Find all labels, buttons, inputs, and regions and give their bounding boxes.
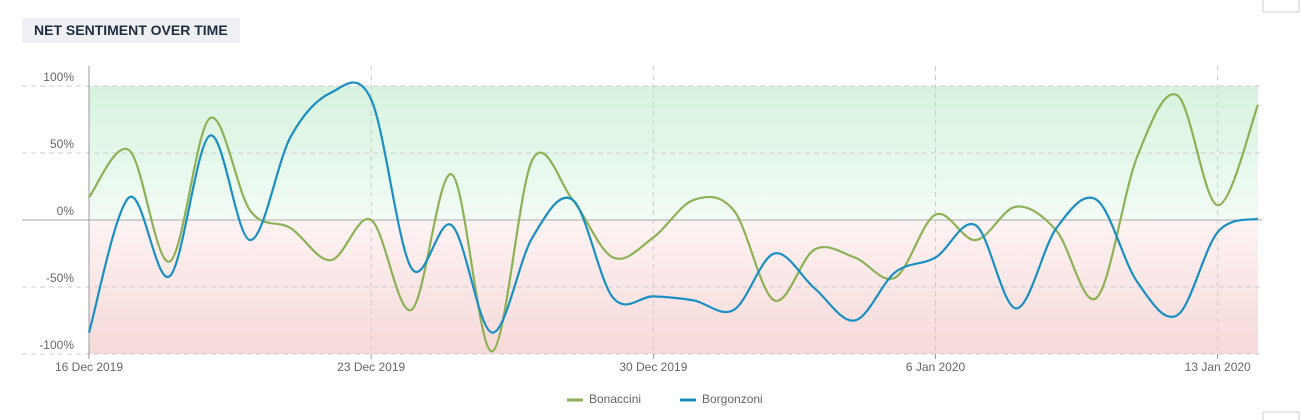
x-tick-label: 16 Dec 2019 (55, 360, 123, 374)
y-tick-label: -50% (46, 271, 74, 285)
x-tick-label: 23 Dec 2019 (337, 360, 405, 374)
legend-label: Borgonzoni (702, 392, 763, 406)
y-tick-label: -100% (39, 338, 74, 352)
series-line (87, 81, 1259, 334)
chart-title: NET SENTIMENT OVER TIME (22, 18, 240, 43)
series-line (88, 93, 1260, 353)
y-tick-label: 0% (57, 204, 75, 218)
corner-box (1262, 411, 1300, 420)
legend-label: Bonaccini (589, 392, 641, 406)
x-tick-label: 13 Jan 2020 (1185, 360, 1251, 374)
y-tick-label: 100% (43, 70, 74, 84)
x-tick-label: 6 Jan 2020 (906, 360, 966, 374)
y-tick-label: 50% (50, 137, 74, 151)
corner-box (1262, 0, 1300, 13)
x-tick-label: 30 Dec 2019 (619, 360, 687, 374)
